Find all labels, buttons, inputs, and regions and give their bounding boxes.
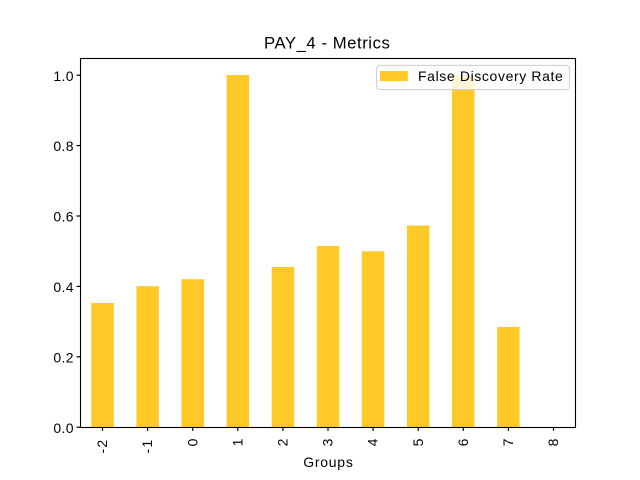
svg-text:PAY_4 - Metrics: PAY_4 - Metrics [264, 34, 390, 53]
svg-text:6: 6 [455, 438, 471, 446]
svg-text:0.0: 0.0 [53, 420, 74, 436]
svg-text:5: 5 [410, 438, 426, 446]
svg-text:1: 1 [229, 438, 245, 446]
svg-text:0.6: 0.6 [53, 209, 74, 225]
svg-text:3: 3 [320, 438, 336, 446]
svg-text:-2: -2 [94, 439, 110, 454]
svg-text:2: 2 [275, 438, 291, 446]
svg-text:Groups: Groups [303, 454, 353, 470]
svg-text:7: 7 [500, 438, 516, 446]
svg-text:0.2: 0.2 [53, 349, 74, 365]
svg-text:8: 8 [545, 438, 561, 446]
svg-text:1.0: 1.0 [53, 68, 74, 84]
svg-text:-1: -1 [139, 439, 155, 454]
svg-text:0.8: 0.8 [53, 138, 74, 154]
svg-text:0: 0 [184, 438, 200, 446]
svg-text:0.4: 0.4 [53, 279, 74, 295]
svg-text:4: 4 [365, 438, 381, 446]
svg-text:False Discovery Rate: False Discovery Rate [418, 68, 563, 84]
